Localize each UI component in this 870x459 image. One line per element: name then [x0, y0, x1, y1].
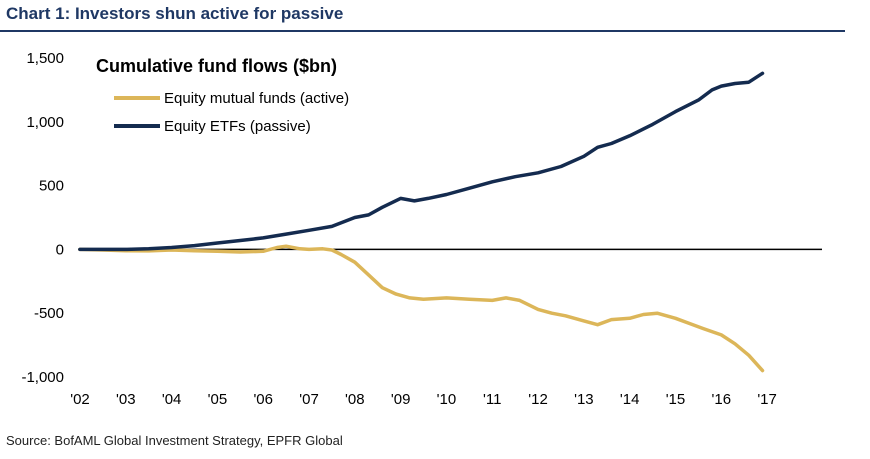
- y-tick-label: 0: [56, 241, 64, 258]
- x-tick-label: '12: [528, 391, 548, 408]
- x-axis: '02 '03 '04 '05 '06 '07 '08 '09 '10 '11 '12 '13 '14 '…: [70, 391, 777, 408]
- source-note: Source: BofAML Global Investment Strateg…: [6, 433, 343, 448]
- line-chart: 1,500 1,000 500 0 -500 -1,000 '02 '03 '04 '05 '06…: [21, 50, 822, 408]
- x-tick-label: '13: [574, 391, 594, 408]
- x-tick-label: '16: [712, 391, 732, 408]
- series-line-passive: [78, 71, 765, 252]
- y-tick-label: -500: [34, 305, 64, 322]
- x-tick-label: '09: [391, 391, 411, 408]
- x-tick-label: '17: [757, 391, 777, 408]
- x-tick-label: '11: [483, 391, 501, 408]
- x-tick-label: '03: [116, 391, 136, 408]
- series-line-active: [78, 244, 765, 373]
- legend-label: Equity mutual funds (active): [164, 90, 349, 107]
- y-axis: 1,500 1,000 500 0 -500 -1,000: [21, 50, 64, 386]
- x-tick-label: '05: [208, 391, 228, 408]
- x-tick-label: '02: [70, 391, 90, 408]
- y-tick-label: 500: [39, 178, 64, 195]
- chart-header-title: Chart 1: Investors shun active for passi…: [6, 4, 344, 23]
- x-tick-label: '07: [299, 391, 319, 408]
- y-tick-label: 1,000: [26, 114, 64, 131]
- x-tick-label: '06: [253, 391, 273, 408]
- legend-label: Equity ETFs (passive): [164, 118, 311, 135]
- chart-title: Cumulative fund flows ($bn): [96, 56, 337, 76]
- x-tick-label: '14: [620, 391, 640, 408]
- x-tick-label: '10: [437, 391, 457, 408]
- x-tick-label: '15: [666, 391, 686, 408]
- y-tick-label: -1,000: [21, 369, 64, 386]
- chart-header: Chart 1: Investors shun active for passi…: [0, 0, 845, 32]
- series-group: [78, 71, 765, 373]
- y-tick-label: 1,500: [26, 50, 64, 67]
- x-tick-label: '08: [345, 391, 365, 408]
- legend: Equity mutual funds (active) Equity ETFs …: [114, 90, 349, 135]
- x-tick-label: '04: [162, 391, 182, 408]
